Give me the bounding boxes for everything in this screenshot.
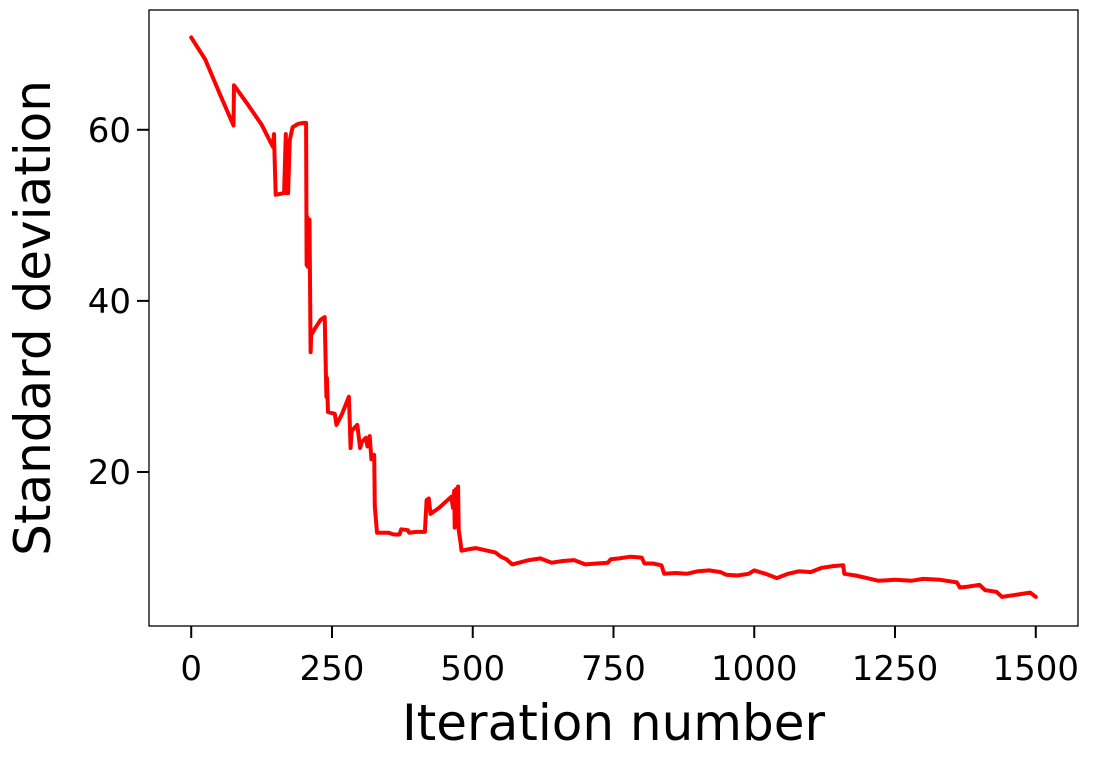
plot-area bbox=[148, 9, 1079, 627]
y-tick-label: 20 bbox=[88, 453, 131, 493]
y-tick-label: 40 bbox=[88, 282, 131, 322]
x-tick-label: 750 bbox=[581, 649, 646, 689]
x-tick-label: 0 bbox=[180, 649, 202, 689]
x-axis-label: Iteration number bbox=[402, 694, 826, 752]
x-tick-label: 1500 bbox=[993, 649, 1080, 689]
x-tick-label: 250 bbox=[300, 649, 365, 689]
y-axis-ticks: 20 40 60 bbox=[88, 111, 149, 493]
x-tick-label: 1000 bbox=[711, 649, 798, 689]
y-tick-label: 60 bbox=[88, 111, 131, 151]
plot-frame bbox=[148, 9, 1079, 627]
y-axis-label: Standard deviation bbox=[4, 80, 62, 556]
x-tick-label: 1250 bbox=[852, 649, 939, 689]
series-line bbox=[189, 35, 1038, 599]
x-axis-ticks: 0 250 500 750 1000 1250 1500 bbox=[180, 626, 1079, 689]
x-tick-label: 500 bbox=[440, 649, 505, 689]
